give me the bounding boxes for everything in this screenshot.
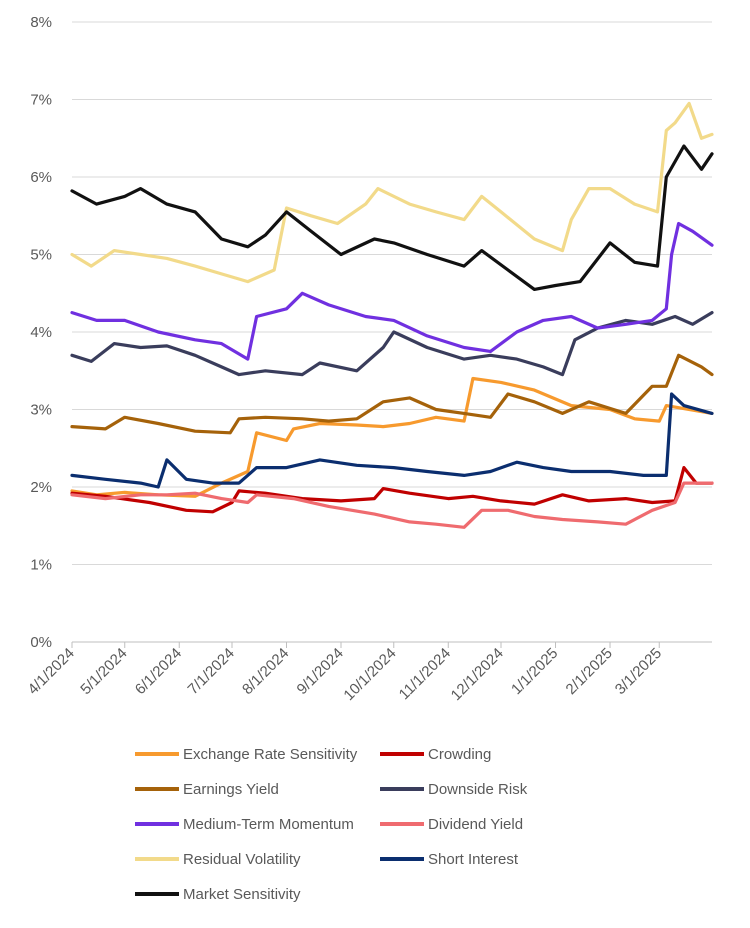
x-tick-label: 6/1/2024 [132,645,185,698]
legend-swatch [380,787,424,791]
y-tick-label: 0% [30,634,52,651]
y-tick-label: 4% [30,324,52,341]
legend-swatch [135,752,179,756]
legend-swatch [380,857,424,861]
legend-label: Medium-Term Momentum [183,815,354,833]
y-tick-label: 2% [30,479,52,496]
legend-swatch [380,752,424,756]
legend-item: Crowding [380,744,491,764]
series-line-dividend-yield [70,481,714,529]
legend-item: Market Sensitivity [135,884,301,904]
y-tick-label: 6% [30,169,52,186]
series-line-earnings-yield [70,353,714,435]
series-line-short-interest [70,392,714,489]
y-tick-label: 5% [30,247,52,264]
x-tick-label: 9/1/2024 [294,645,347,698]
x-tick-label: 12/1/2024 [448,645,507,704]
legend-item: Residual Volatility [135,849,301,869]
legend-label: Residual Volatility [183,850,301,868]
legend-label: Earnings Yield [183,780,279,798]
series-line-market-sensitivity [70,144,714,291]
x-tick-label: 1/1/2025 [508,645,561,698]
y-tick-label: 7% [30,92,52,109]
series-line-residual-volatility [70,101,714,284]
x-tick-label: 4/1/2024 [25,645,78,698]
legend-label: Market Sensitivity [183,885,301,903]
legend-label: Short Interest [428,850,519,868]
legend-swatch [135,822,179,826]
legend-item: Exchange Rate Sensitivity [135,744,357,764]
x-tick-label: 10/1/2024 [340,645,399,704]
series-line-medium-term-momentum [70,221,714,361]
legend-item: Earnings Yield [135,779,279,799]
x-tick-label: 3/1/2025 [612,645,665,698]
x-tick-label: 5/1/2024 [77,645,130,698]
series-line-exchange-rate-sensitivity [70,376,714,498]
legend-label: Dividend Yield [428,815,524,833]
legend-swatch [135,892,179,896]
legend-item: Medium-Term Momentum [135,814,354,834]
legend-item: Dividend Yield [380,814,523,834]
y-tick-label: 3% [30,402,52,419]
x-tick-label: 7/1/2024 [185,645,238,698]
series-line-downside-risk [70,311,714,377]
legend-label: Exchange Rate Sensitivity [183,745,358,763]
y-tick-label: 8% [30,14,52,31]
y-tick-label: 1% [30,557,52,574]
legend-label: Crowding [428,745,492,763]
legend-swatch [135,787,179,791]
x-tick-label: 8/1/2024 [239,645,292,698]
legend-swatch [135,857,179,861]
legend-label: Downside Risk [428,780,528,798]
legend-item: Downside Risk [380,779,527,799]
legend-swatch [380,822,424,826]
x-tick-label: 2/1/2025 [563,645,616,698]
legend-item: Short Interest [380,849,518,869]
x-tick-label: 11/1/2024 [396,645,454,703]
series-line-crowding [70,466,714,514]
